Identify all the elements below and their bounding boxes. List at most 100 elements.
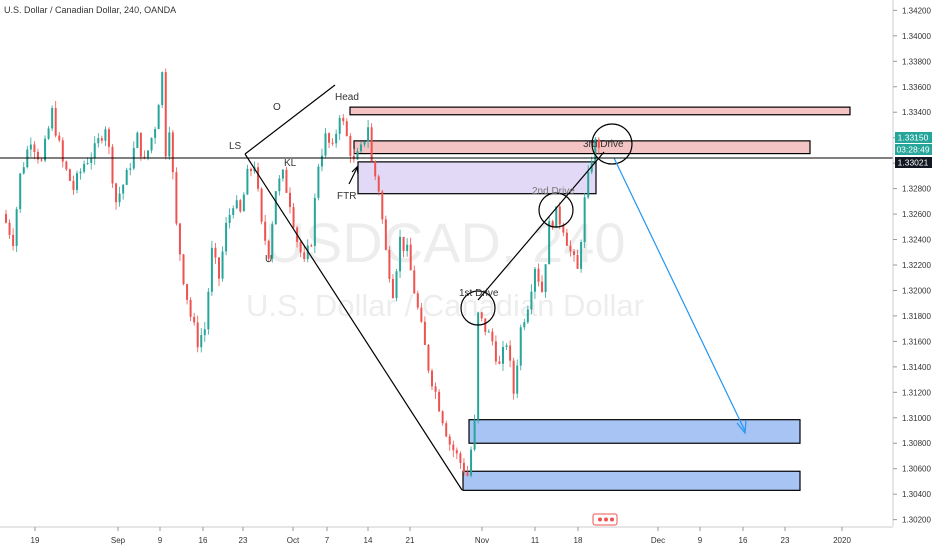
candle-body: [597, 139, 600, 148]
candle-body: [526, 309, 529, 323]
watermark: USDCAD, 240 U.S. Dollar / Canadian Dolla…: [246, 211, 644, 323]
candle-body: [242, 194, 245, 212]
candle-body: [111, 146, 114, 184]
candle-body: [587, 171, 590, 198]
time-tick-label: 2020: [833, 536, 851, 545]
time-tick-label: 16: [199, 536, 208, 545]
time-tick-label: 18: [574, 536, 583, 545]
candle-body: [33, 144, 36, 152]
candle-body: [207, 291, 210, 330]
candle-body: [118, 193, 121, 203]
time-tick-label: 9: [698, 536, 703, 545]
candle-body: [122, 184, 125, 194]
price-tick-label: 1.33600: [902, 83, 931, 92]
candle-body: [423, 321, 426, 345]
candle-body: [459, 453, 462, 463]
price-tick-label: 1.31400: [902, 363, 931, 372]
pattern-line-o-up: [244, 84, 336, 155]
zone-rect[interactable]: [349, 106, 851, 116]
candle-body: [139, 132, 142, 157]
candle-body: [210, 247, 213, 292]
projection-arrowhead: [736, 419, 747, 435]
candle-body: [225, 222, 228, 252]
event-marker[interactable]: [592, 513, 618, 526]
candle-body: [257, 167, 260, 189]
watermark-ticker: USDCAD, 240: [264, 211, 625, 274]
candle-body: [455, 450, 458, 454]
candle-body: [324, 133, 327, 156]
candle-body: [541, 281, 544, 293]
candle-body: [409, 244, 412, 271]
line-price-label: 1.33021: [898, 158, 929, 168]
label-head: Head: [335, 92, 359, 103]
candle-body: [218, 257, 220, 279]
candle-body: [356, 151, 359, 160]
time-axis[interactable]: 19 Sep 9 16 23 Oct 7 14 21 Nov 11 18 Dec 9 16 23 2020: [0, 526, 893, 545]
candle-body: [36, 151, 39, 160]
label-o: O: [273, 102, 281, 113]
zone-rect[interactable]: [462, 470, 801, 491]
price-tick-label: 1.32800: [902, 185, 931, 194]
candle-body: [523, 322, 526, 328]
candle-body: [360, 144, 362, 152]
zone-rect[interactable]: [353, 140, 811, 155]
candle-body: [384, 219, 387, 250]
candle-body: [502, 347, 504, 364]
time-tick-label: Nov: [475, 536, 489, 545]
candle-body: [281, 169, 284, 179]
candle-body: [512, 360, 515, 394]
price-tick-label: 1.31800: [902, 312, 931, 321]
candle-body: [555, 206, 558, 228]
label-kl: KL: [284, 158, 297, 169]
candle-body: [388, 249, 391, 280]
price-axis[interactable]: 1.342001.340001.338001.336001.334001.332…: [892, 0, 932, 526]
line-price-badge: [895, 157, 932, 168]
candle-body: [264, 221, 267, 241]
price-ticks: 1.342001.340001.338001.336001.334001.332…: [893, 6, 931, 525]
candle-body: [154, 129, 157, 138]
label-drive2: 2nd Drive: [532, 186, 575, 197]
candle-body: [413, 270, 416, 294]
candle-body: [477, 312, 480, 420]
candle-body: [569, 245, 572, 252]
zone-rect[interactable]: [468, 419, 801, 444]
candle-body: [157, 105, 160, 130]
candle-body: [47, 128, 50, 139]
price-tick-label: 1.32400: [902, 236, 931, 245]
candle-body: [406, 244, 409, 251]
zone-rect[interactable]: [357, 161, 597, 195]
time-tick-label: Dec: [651, 536, 665, 545]
candle-body: [377, 176, 380, 192]
candle-body: [342, 117, 345, 122]
candle-body: [484, 318, 487, 332]
price-tick-label: 1.34200: [902, 6, 931, 15]
candle-body: [306, 245, 309, 260]
candle-body: [551, 221, 554, 228]
price-tick-label: 1.30200: [902, 516, 931, 525]
candle-body: [498, 361, 501, 364]
candle-body: [317, 166, 320, 198]
candle-body: [452, 444, 455, 451]
price-tick-label: 1.31600: [902, 337, 931, 346]
candle-body: [61, 140, 64, 162]
candle-body: [491, 331, 494, 342]
event-marker-dot: [610, 517, 614, 522]
time-tick-label: 9: [158, 536, 163, 545]
candle-body: [29, 144, 32, 150]
candle-body: [289, 192, 291, 208]
last-price-badge: [895, 132, 932, 143]
event-marker-dot: [598, 517, 602, 522]
projection-arrow: [613, 157, 746, 432]
time-tick-label: 7: [325, 536, 330, 545]
drive1-circle: [460, 290, 496, 326]
candle-body: [40, 159, 43, 161]
candle-body: [399, 236, 402, 272]
candle-body: [168, 132, 171, 157]
price-tick-label: 1.32200: [902, 261, 931, 270]
candle-body: [349, 135, 352, 156]
candle-body: [129, 168, 132, 170]
candle-body: [76, 173, 78, 190]
candle-body: [576, 254, 579, 269]
